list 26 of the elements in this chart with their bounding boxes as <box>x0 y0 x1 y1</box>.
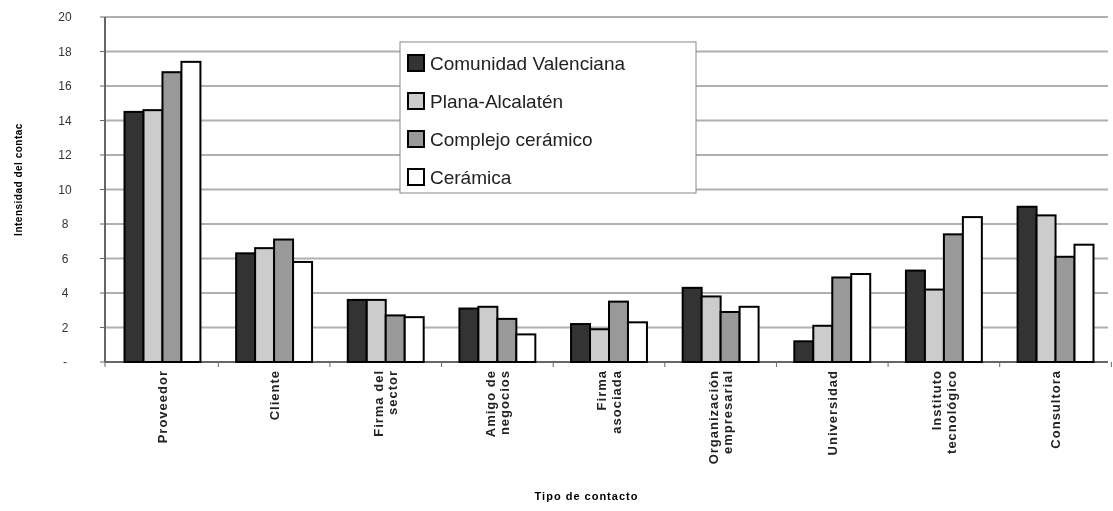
x-tick-label: Cliente <box>266 370 282 421</box>
y-tick-label: 18 <box>58 44 72 59</box>
x-tick-label: Universidad <box>824 370 840 456</box>
legend-label: Complejo cerámico <box>430 128 593 150</box>
y-tick-label: 10 <box>58 182 72 197</box>
x-tick-label: Organización empresarial <box>706 370 736 465</box>
y-tick-label: 16 <box>58 79 72 94</box>
x-tick-label: Firma del sector <box>371 370 401 437</box>
y-tick-label: 4 <box>61 286 69 301</box>
legend-label: Cerámica <box>430 166 512 188</box>
x-tick-label: Instituto tecnológico <box>929 370 959 454</box>
y-tick-label: 6 <box>61 251 69 266</box>
x-tick-label: Firma asociada <box>594 370 624 434</box>
y-tick-label: 12 <box>58 148 72 163</box>
y-axis-title: Intensidad del contac <box>13 123 24 236</box>
legend-label: Comunidad Valenciana <box>430 52 626 74</box>
y-tick-label: 20 <box>58 10 72 25</box>
legend-label: Plana-Alcalatén <box>430 90 564 112</box>
y-tick-label: 14 <box>58 113 72 128</box>
x-tick-label: Consultora <box>1048 370 1064 449</box>
x-axis-title: Tipo de contacto <box>534 490 639 502</box>
x-tick-label: Proveedor <box>155 370 171 444</box>
x-tick-label: Amigo de negocios <box>482 370 513 438</box>
y-tick-label: - <box>63 355 67 370</box>
y-tick-label: 2 <box>61 320 69 335</box>
y-tick-label: 8 <box>61 217 69 232</box>
